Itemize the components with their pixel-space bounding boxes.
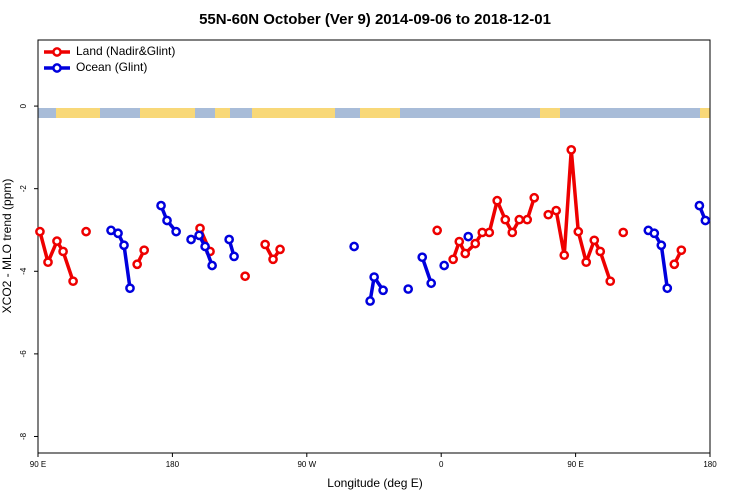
x-tick-label: 90 E (30, 460, 46, 469)
data-point (522, 214, 533, 225)
data-point (200, 241, 210, 252)
x-tick-label: 90 E (567, 460, 583, 469)
data-point (378, 285, 388, 296)
data-point (500, 214, 511, 225)
x-tick-label: 180 (166, 460, 180, 469)
data-point (81, 226, 91, 237)
data-point (551, 205, 562, 216)
data-point (484, 227, 495, 238)
x-tick-label: 90 W (297, 460, 316, 469)
legend-label: Ocean (Glint) (76, 60, 147, 74)
data-point (589, 235, 600, 246)
data-point (240, 271, 250, 282)
y-tick-label: -4 (19, 267, 28, 275)
data-point (139, 245, 150, 256)
y-tick-label: -6 (19, 350, 28, 358)
x-axis-label: Longitude (deg E) (327, 476, 422, 490)
data-point (417, 252, 428, 263)
legend: Land (Nadir&Glint) Ocean (Glint) (44, 44, 175, 74)
legend-label: Land (Nadir&Glint) (76, 44, 175, 58)
data-point (448, 254, 458, 265)
data-point (349, 241, 359, 252)
data-point (162, 215, 172, 226)
data-point (566, 145, 577, 155)
data-point (669, 259, 680, 270)
data-point (662, 283, 673, 294)
data-point (439, 260, 450, 271)
data-point (618, 227, 629, 238)
data-point (426, 278, 437, 289)
y-tick-label: -8 (19, 432, 28, 440)
data-point (470, 238, 481, 249)
data-point (514, 214, 525, 225)
data-point (186, 234, 196, 245)
data-point (700, 215, 711, 226)
data-point (119, 240, 129, 251)
chart-title: 55N-60N October (Ver 9) 2014-09-06 to 20… (199, 11, 551, 28)
data-point (58, 246, 68, 257)
data-point (229, 251, 239, 262)
data-point (676, 245, 687, 256)
data-point (260, 239, 270, 250)
legend-marker (52, 63, 62, 73)
data-point (595, 246, 606, 257)
data-point (43, 257, 53, 268)
y-tick-label: -2 (19, 185, 28, 193)
data-point (35, 226, 45, 237)
y-tick-label: 0 (19, 103, 28, 108)
data-point (113, 228, 123, 239)
data-point (156, 200, 166, 211)
data-point (432, 225, 443, 236)
data-point (365, 296, 375, 306)
data-point (224, 234, 234, 245)
data-point (581, 257, 592, 268)
data-point (543, 209, 554, 220)
data-point (454, 236, 465, 247)
data-point (694, 200, 705, 211)
data-point (68, 276, 78, 287)
data-point (656, 240, 667, 251)
data-point (132, 259, 143, 270)
data-point (507, 227, 518, 238)
data-point (463, 231, 474, 242)
data-point (52, 236, 62, 246)
data-point (171, 226, 181, 237)
data-point (403, 284, 414, 294)
plot-frame (37, 39, 711, 454)
data-point (460, 248, 471, 259)
data-point (125, 283, 135, 294)
surface-band (38, 108, 710, 118)
data-point (529, 192, 540, 203)
data-point (369, 272, 379, 282)
data-point (573, 226, 584, 237)
data-point (492, 195, 503, 206)
data-point (268, 254, 278, 265)
data-point (649, 228, 660, 239)
x-tick-label: 180 (703, 460, 717, 469)
data-point (559, 250, 570, 261)
data-point (207, 260, 217, 271)
data-point (605, 276, 616, 287)
data-point (275, 244, 285, 255)
y-axis-label: XCO2 - MLO trend (ppm) (0, 179, 14, 314)
data-point (194, 230, 204, 241)
x-tick-label: 0 (439, 460, 444, 469)
legend-marker (52, 47, 62, 57)
